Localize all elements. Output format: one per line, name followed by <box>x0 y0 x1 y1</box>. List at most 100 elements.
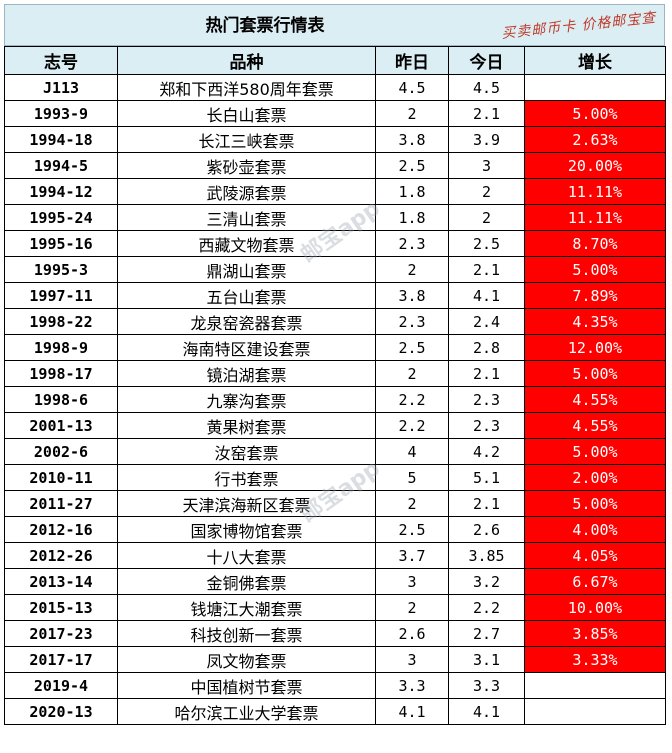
price-sheet: 热门套票行情表 买卖邮币卡 价格邮宝查 志号 品种 昨日 今日 增长 J113 郑… <box>4 4 667 749</box>
cell-today: 2.3 <box>448 386 525 413</box>
cell-today: 2 <box>448 178 525 205</box>
cell-name: 西藏文物套票 <box>117 230 376 257</box>
cell-growth: 6.67% <box>524 568 666 595</box>
table-header-row: 志号 品种 昨日 今日 增长 <box>4 46 666 75</box>
cell-id: 2001-13 <box>4 412 118 439</box>
cell-yesterday: 2.3 <box>375 308 449 335</box>
price-table: 志号 品种 昨日 今日 增长 J113 郑和下西洋580周年套票 4.5 4.5 199… <box>4 46 666 725</box>
cell-yesterday: 2 <box>375 594 449 621</box>
cell-name: 三清山套票 <box>117 204 376 231</box>
cell-growth: 20.00% <box>524 152 666 179</box>
cell-today: 4.2 <box>448 438 525 465</box>
cell-today: 3.1 <box>448 646 525 673</box>
cell-yesterday: 2 <box>375 100 449 127</box>
cell-name: 科技创新一套票 <box>117 620 376 647</box>
cell-growth: 7.89% <box>524 282 666 309</box>
cell-growth <box>524 672 666 699</box>
cell-name: 鼎湖山套票 <box>117 256 376 283</box>
cell-id: 2013-14 <box>4 568 118 595</box>
cell-yesterday: 2.5 <box>375 334 449 361</box>
cell-id: 1994-12 <box>4 178 118 205</box>
table-row: 1998-6 九寨沟套票 2.2 2.3 4.55% <box>4 386 666 413</box>
table-row: 1994-18 长江三峡套票 3.8 3.9 2.63% <box>4 126 666 153</box>
cell-today: 2.7 <box>448 620 525 647</box>
cell-today: 2 <box>448 204 525 231</box>
cell-id: 2012-26 <box>4 542 118 569</box>
page-title: 热门套票行情表 <box>205 16 325 36</box>
cell-name: 镜泊湖套票 <box>117 360 376 387</box>
cell-growth: 8.70% <box>524 230 666 257</box>
cell-growth <box>524 74 666 101</box>
table-row: 2015-13 钱塘江大潮套票 2 2.2 10.00% <box>4 594 666 621</box>
cell-id: J113 <box>4 74 118 101</box>
cell-today: 2.1 <box>448 360 525 387</box>
cell-growth: 2.00% <box>524 464 666 491</box>
cell-name: 紫砂壶套票 <box>117 152 376 179</box>
cell-name: 海南特区建设套票 <box>117 334 376 361</box>
table-row: 1995-24 三清山套票 1.8 2 11.11% <box>4 204 666 231</box>
cell-name: 十八大套票 <box>117 542 376 569</box>
cell-today: 2.4 <box>448 308 525 335</box>
cell-yesterday: 4.1 <box>375 698 449 725</box>
cell-growth: 4.00% <box>524 516 666 543</box>
cell-today: 2.2 <box>448 594 525 621</box>
table-row: 1998-17 镜泊湖套票 2 2.1 5.00% <box>4 360 666 387</box>
cell-growth: 5.00% <box>524 360 666 387</box>
table-body: J113 郑和下西洋580周年套票 4.5 4.5 1993-9 长白山套票 2 2.1 5.0… <box>4 74 666 725</box>
table-row: 1994-12 武陵源套票 1.8 2 11.11% <box>4 178 666 205</box>
cell-growth: 11.11% <box>524 178 666 205</box>
cell-id: 1998-17 <box>4 360 118 387</box>
cell-id: 1997-11 <box>4 282 118 309</box>
cell-yesterday: 2.3 <box>375 230 449 257</box>
cell-yesterday: 2 <box>375 360 449 387</box>
cell-id: 1995-3 <box>4 256 118 283</box>
table-row: 1994-5 紫砂壶套票 2.5 3 20.00% <box>4 152 666 179</box>
cell-name: 行书套票 <box>117 464 376 491</box>
table-row: 2011-27 天津滨海新区套票 2 2.1 5.00% <box>4 490 666 517</box>
cell-today: 4.1 <box>448 698 525 725</box>
cell-growth: 3.85% <box>524 620 666 647</box>
cell-yesterday: 2.5 <box>375 152 449 179</box>
cell-today: 2.5 <box>448 230 525 257</box>
cell-today: 4.5 <box>448 74 525 101</box>
cell-growth: 4.05% <box>524 542 666 569</box>
cell-name: 凤文物套票 <box>117 646 376 673</box>
cell-growth: 12.00% <box>524 334 666 361</box>
cell-yesterday: 3 <box>375 646 449 673</box>
cell-name: 国家博物馆套票 <box>117 516 376 543</box>
cell-name: 长江三峡套票 <box>117 126 376 153</box>
cell-growth: 4.55% <box>524 412 666 439</box>
cell-id: 1998-22 <box>4 308 118 335</box>
cell-id: 2020-13 <box>4 698 118 725</box>
cell-name: 长白山套票 <box>117 100 376 127</box>
cell-today: 3.9 <box>448 126 525 153</box>
cell-today: 5.1 <box>448 464 525 491</box>
table-row: J113 郑和下西洋580周年套票 4.5 4.5 <box>4 74 666 101</box>
cell-id: 1993-9 <box>4 100 118 127</box>
table-row: 1998-9 海南特区建设套票 2.5 2.8 12.00% <box>4 334 666 361</box>
cell-growth: 5.00% <box>524 100 666 127</box>
cell-growth: 3.33% <box>524 646 666 673</box>
cell-id: 2010-11 <box>4 464 118 491</box>
cell-growth: 11.11% <box>524 204 666 231</box>
cell-yesterday: 3.3 <box>375 672 449 699</box>
table-row: 2013-14 金铜佛套票 3 3.2 6.67% <box>4 568 666 595</box>
cell-id: 1995-24 <box>4 204 118 231</box>
cell-yesterday: 3.8 <box>375 282 449 309</box>
cell-name: 天津滨海新区套票 <box>117 490 376 517</box>
table-row: 2017-23 科技创新一套票 2.6 2.7 3.85% <box>4 620 666 647</box>
cell-yesterday: 4 <box>375 438 449 465</box>
cell-growth: 10.00% <box>524 594 666 621</box>
cell-id: 1995-16 <box>4 230 118 257</box>
header-name: 品种 <box>117 46 376 75</box>
cell-growth: 5.00% <box>524 490 666 517</box>
cell-today: 3 <box>448 152 525 179</box>
cell-id: 2017-23 <box>4 620 118 647</box>
cell-id: 2017-17 <box>4 646 118 673</box>
cell-id: 2012-16 <box>4 516 118 543</box>
cell-name: 九寨沟套票 <box>117 386 376 413</box>
cell-id: 1994-5 <box>4 152 118 179</box>
cell-id: 2011-27 <box>4 490 118 517</box>
cell-name: 金铜佛套票 <box>117 568 376 595</box>
table-row: 2020-13 哈尔滨工业大学套票 4.1 4.1 <box>4 698 666 725</box>
